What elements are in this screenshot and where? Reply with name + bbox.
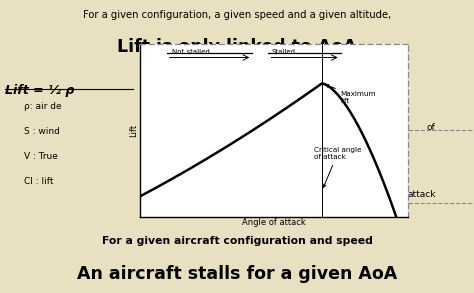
X-axis label: Angle of attack: Angle of attack	[242, 218, 306, 227]
Text: Maximum
lift: Maximum lift	[326, 84, 376, 103]
Text: For a given aircraft configuration and speed: For a given aircraft configuration and s…	[101, 236, 373, 246]
Text: V : True: V : True	[24, 152, 57, 161]
Text: An aircraft stalls for a given AoA: An aircraft stalls for a given AoA	[77, 265, 397, 282]
Y-axis label: Lift: Lift	[129, 124, 138, 137]
Text: Lift = ½ ρ: Lift = ½ ρ	[5, 84, 74, 97]
Text: Not stalled: Not stalled	[172, 49, 210, 55]
Text: Critical angle
of attack: Critical angle of attack	[314, 147, 361, 187]
Text: Lift is only linked to AoA: Lift is only linked to AoA	[117, 38, 357, 57]
Text: attack: attack	[408, 190, 436, 199]
Text: Stalled: Stalled	[271, 49, 295, 55]
Text: S : wind: S : wind	[24, 127, 60, 136]
Text: of: of	[427, 123, 435, 132]
Text: For a given configuration, a given speed and a given altitude,: For a given configuration, a given speed…	[83, 9, 391, 20]
Text: Cl : lift: Cl : lift	[24, 177, 53, 186]
Text: Relative wind: Relative wind	[178, 207, 230, 216]
Text: ρ: air de: ρ: air de	[24, 102, 61, 110]
